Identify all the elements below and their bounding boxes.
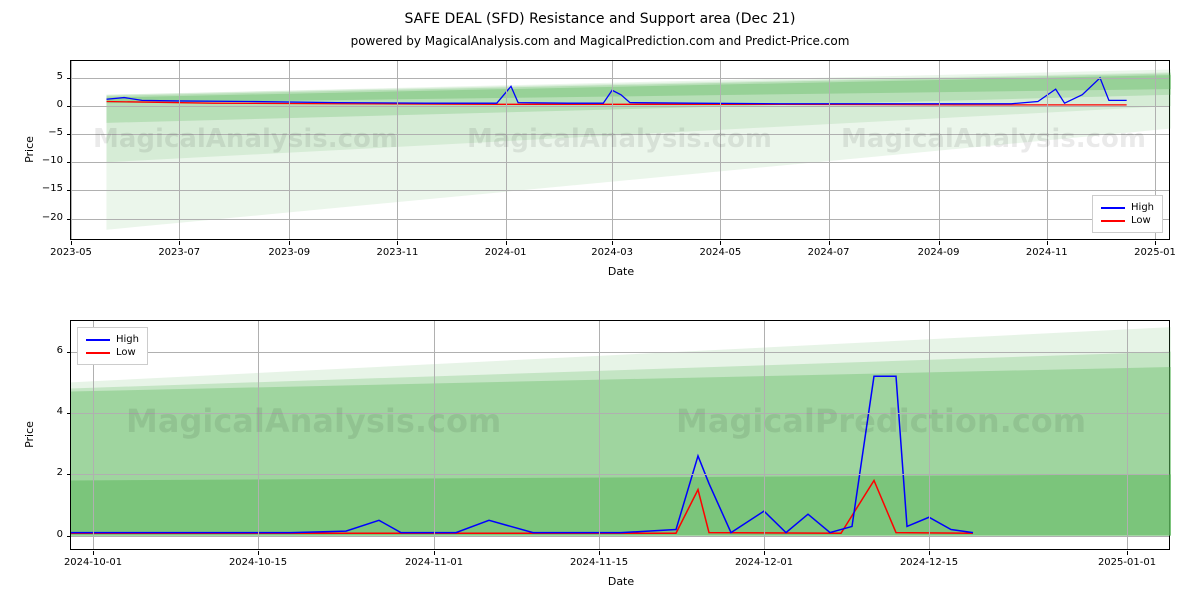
tick-mark (929, 551, 930, 555)
x-tick-label: 2023-09 (249, 247, 329, 258)
grid-line (1127, 321, 1128, 549)
x-tick-label: 2025-01 (1115, 247, 1195, 258)
legend-swatch (1101, 220, 1125, 222)
legend-item: High (1101, 202, 1154, 213)
grid-line (71, 134, 1169, 135)
support-resistance-band (71, 474, 1171, 535)
legend-swatch (86, 352, 110, 354)
y-tick-label: 5 (23, 71, 63, 82)
y-axis-label: Price (23, 421, 36, 448)
x-tick-label: 2024-03 (572, 247, 652, 258)
tick-mark (1155, 241, 1156, 245)
grid-line (71, 190, 1169, 191)
y-tick-label: 4 (23, 406, 63, 417)
x-tick-label: 2024-10-15 (218, 557, 298, 568)
tick-mark (764, 551, 765, 555)
grid-line (71, 536, 1169, 537)
grid-line (939, 61, 940, 239)
x-tick-label: 2025-01-01 (1087, 557, 1167, 568)
tick-mark (1127, 551, 1128, 555)
grid-line (289, 61, 290, 239)
chart-title: SAFE DEAL (SFD) Resistance and Support a… (0, 8, 1200, 27)
y-tick-label: −15 (23, 183, 63, 194)
legend-item: High (86, 334, 139, 345)
legend-label: Low (1131, 215, 1151, 226)
plot-svg (71, 61, 1171, 241)
x-axis-label: Date (71, 265, 1171, 278)
tick-mark (289, 241, 290, 245)
tick-mark (1047, 241, 1048, 245)
grid-line (1047, 61, 1048, 239)
grid-line (929, 321, 930, 549)
tick-mark (599, 551, 600, 555)
grid-line (71, 352, 1169, 353)
tick-mark (179, 241, 180, 245)
legend-label: Low (116, 347, 136, 358)
y-tick-label: 0 (23, 99, 63, 110)
grid-line (71, 413, 1169, 414)
x-tick-label: 2024-11-15 (559, 557, 639, 568)
x-tick-label: 2024-11-01 (394, 557, 474, 568)
x-tick-label: 2024-12-01 (724, 557, 804, 568)
tick-mark (71, 241, 72, 245)
tick-mark (939, 241, 940, 245)
tick-mark (258, 551, 259, 555)
grid-line (829, 61, 830, 239)
tick-mark (93, 551, 94, 555)
plot-svg (71, 321, 1171, 551)
grid-line (179, 61, 180, 239)
grid-line (612, 61, 613, 239)
grid-line (71, 61, 72, 239)
grid-line (71, 106, 1169, 107)
tick-mark (67, 536, 71, 537)
grid-line (764, 321, 765, 549)
x-tick-label: 2023-05 (31, 247, 111, 258)
grid-line (258, 321, 259, 549)
x-tick-label: 2024-09 (899, 247, 979, 258)
grid-line (599, 321, 600, 549)
x-tick-label: 2024-01 (466, 247, 546, 258)
x-axis-label: Date (71, 575, 1171, 588)
tick-mark (67, 413, 71, 414)
tick-mark (434, 551, 435, 555)
x-tick-label: 2024-10-01 (53, 557, 133, 568)
grid-line (720, 61, 721, 239)
grid-line (434, 321, 435, 549)
y-tick-label: −20 (23, 212, 63, 223)
legend-label: High (116, 334, 139, 345)
tick-mark (612, 241, 613, 245)
chart-top: −20−15−10−5052023-052023-072023-092023-1… (70, 60, 1170, 240)
tick-mark (506, 241, 507, 245)
legend: High Low (77, 327, 148, 365)
y-tick-label: 6 (23, 345, 63, 356)
grid-line (71, 162, 1169, 163)
y-tick-label: 2 (23, 467, 63, 478)
legend-item: Low (1101, 215, 1154, 226)
x-tick-label: 2024-07 (789, 247, 869, 258)
tick-mark (397, 241, 398, 245)
tick-mark (829, 241, 830, 245)
tick-mark (720, 241, 721, 245)
y-tick-label: 0 (23, 529, 63, 540)
grid-line (71, 219, 1169, 220)
legend-swatch (86, 339, 110, 341)
legend: High Low (1092, 195, 1163, 233)
grid-line (71, 474, 1169, 475)
x-tick-label: 2023-11 (357, 247, 437, 258)
grid-line (506, 61, 507, 239)
x-tick-label: 2024-12-15 (889, 557, 969, 568)
grid-line (397, 61, 398, 239)
legend-item: Low (86, 347, 139, 358)
x-tick-label: 2024-05 (680, 247, 760, 258)
tick-mark (67, 352, 71, 353)
x-tick-label: 2024-11 (1007, 247, 1087, 258)
legend-label: High (1131, 202, 1154, 213)
chart-bottom: 02462024-10-012024-10-152024-11-012024-1… (70, 320, 1170, 550)
tick-mark (67, 474, 71, 475)
legend-swatch (1101, 207, 1125, 209)
y-axis-label: Price (23, 136, 36, 163)
x-tick-label: 2023-07 (139, 247, 219, 258)
chart-subtitle: powered by MagicalAnalysis.com and Magic… (0, 30, 1200, 49)
grid-line (71, 78, 1169, 79)
